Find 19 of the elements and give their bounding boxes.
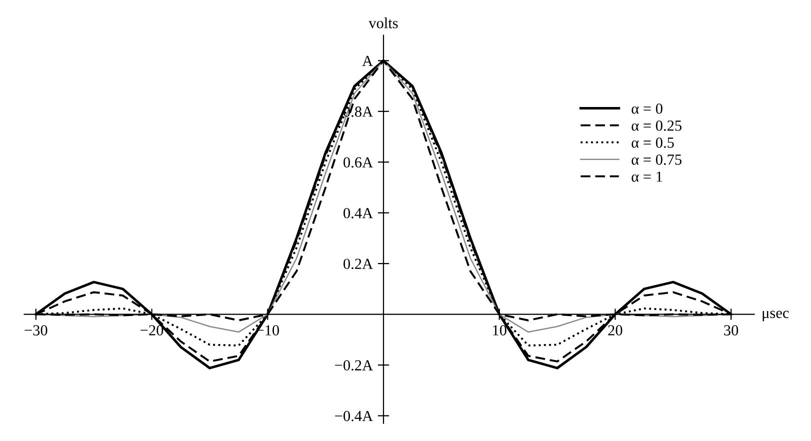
legend-label: α = 0.25 (632, 120, 682, 131)
legend-label: α = 0.75 (632, 154, 682, 165)
legend-label: α = 1 (632, 172, 662, 182)
x-tick-label: −20 (140, 325, 164, 336)
y-tick-label: 0.4A (344, 208, 373, 218)
legend-label: α = 0.5 (632, 138, 674, 148)
x-tick-label: 10 (493, 325, 506, 336)
y-tick-label: 0.2A (344, 258, 373, 270)
x-tick-label: 20 (608, 325, 622, 336)
x-tick-label: 30 (724, 325, 738, 336)
y-axis-title: volts (368, 18, 398, 28)
x-axis-title: μsec (762, 310, 789, 322)
x-tick-label: −10 (256, 325, 279, 336)
y-tick-label: −0.2A (335, 360, 373, 371)
x-tick-label: −30 (24, 325, 48, 336)
y-tick-label: 0.6A (344, 157, 373, 168)
legend-label: α = 0 (632, 103, 662, 114)
y-tick-label: A (362, 56, 373, 66)
y-tick-label: −0.4A (335, 410, 373, 422)
